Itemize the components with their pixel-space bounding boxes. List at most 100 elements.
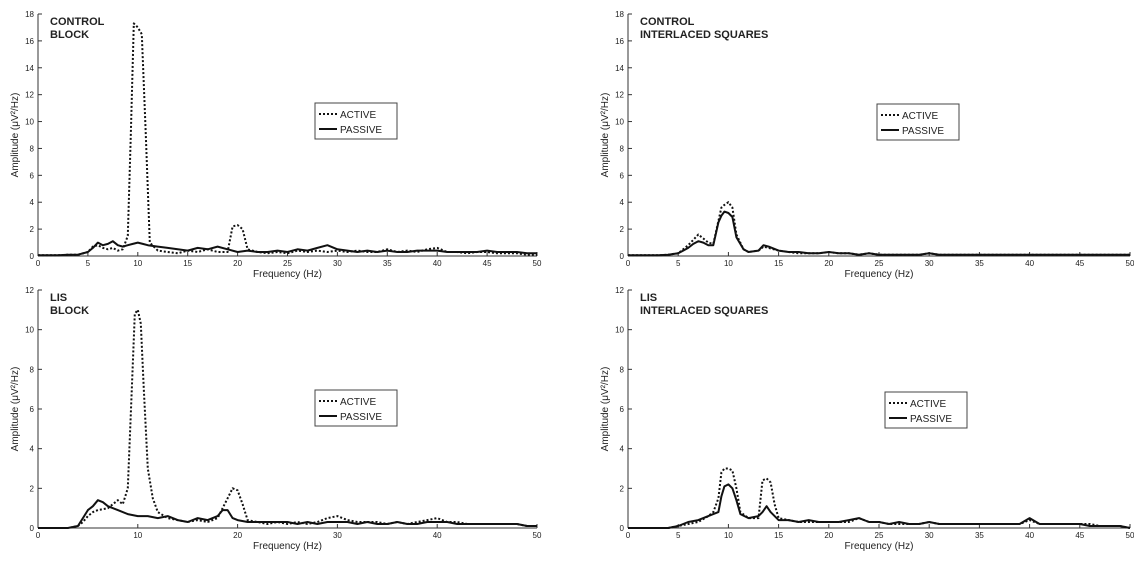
legend-label-passive: PASSIVE xyxy=(902,126,944,137)
legend-label-active: ACTIVE xyxy=(340,397,376,408)
series-line-active xyxy=(628,467,1131,529)
x-tick-label: 15 xyxy=(774,531,783,540)
legend-box xyxy=(314,389,398,427)
y-tick-label: 12 xyxy=(615,286,624,295)
y-tick-label: 8 xyxy=(30,144,35,153)
y-axis-label: Amplitude (μV²/Hz) xyxy=(10,367,21,452)
y-tick-label: 14 xyxy=(615,64,624,73)
y-tick-label: 0 xyxy=(30,524,35,533)
y-tick-label: 10 xyxy=(25,326,34,335)
legend-label-active: ACTIVE xyxy=(902,111,938,122)
x-tick-label: 10 xyxy=(133,259,142,268)
y-tick-label: 2 xyxy=(620,225,625,234)
panel-title-line: LIS xyxy=(640,292,657,304)
y-tick-label: 2 xyxy=(620,484,625,493)
panel-2: 0 2 4 6 8 10 12 14 16 18 0 5 10 15 20 25 30 35 40 45 50 Frequ… xyxy=(600,10,1134,280)
y-tick-label: 8 xyxy=(30,365,35,374)
x-tick-label: 45 xyxy=(1075,259,1084,268)
series-line-passive xyxy=(38,499,537,529)
y-axis-label: Amplitude (μV²/Hz) xyxy=(600,367,611,452)
x-tick-label: 30 xyxy=(333,259,342,268)
y-axis-label: Amplitude (μV²/Hz) xyxy=(10,93,21,178)
legend-label-passive: PASSIVE xyxy=(910,414,952,425)
legend-label-passive: PASSIVE xyxy=(340,412,382,423)
x-tick-label: 35 xyxy=(975,531,984,540)
series-line-active xyxy=(38,308,537,529)
series-line-passive xyxy=(628,483,1131,529)
x-tick-label: 10 xyxy=(724,531,733,540)
x-tick-label: 50 xyxy=(533,531,542,540)
panel-title-line: INTERLACED SQUARES xyxy=(640,29,768,41)
x-tick-label: 45 xyxy=(483,259,492,268)
y-tick-label: 8 xyxy=(620,365,625,374)
y-tick-label: 0 xyxy=(30,252,35,261)
y-tick-label: 6 xyxy=(30,405,35,414)
x-tick-label: 20 xyxy=(233,259,242,268)
y-tick-label: 2 xyxy=(30,225,35,234)
y-tick-label: 4 xyxy=(620,198,625,207)
x-tick-label: 0 xyxy=(36,259,41,268)
panel-1: 0 2 4 6 8 10 12 14 16 18 0 5 10 15 20 25 30 35 40 45 50 Frequ… xyxy=(10,10,542,280)
legend-box xyxy=(314,102,398,140)
x-axis-label: Frequency (Hz) xyxy=(253,541,322,552)
series-line-active xyxy=(38,22,537,257)
y-tick-label: 6 xyxy=(30,171,35,180)
y-tick-label: 14 xyxy=(25,64,34,73)
y-tick-label: 2 xyxy=(30,484,35,493)
x-tick-label: 10 xyxy=(724,259,733,268)
y-tick-label: 10 xyxy=(615,326,624,335)
legend-box xyxy=(884,391,968,429)
y-axis-label: Amplitude (μV²/Hz) xyxy=(600,93,611,178)
x-tick-label: 40 xyxy=(1025,259,1034,268)
panel-3: 0 2 4 6 8 10 12 0 10 20 30 40 50 Frequency (Hz) Amplit… xyxy=(10,286,542,552)
x-tick-label: 5 xyxy=(86,259,91,268)
x-tick-label: 25 xyxy=(875,531,884,540)
x-tick-label: 40 xyxy=(433,259,442,268)
panel-4: 0 2 4 6 8 10 12 0 5 10 15 20 25 30 35 40 45 50 Frequency (… xyxy=(600,286,1134,552)
y-tick-label: 16 xyxy=(25,37,34,46)
panel-title-line: BLOCK xyxy=(50,305,89,317)
y-tick-label: 16 xyxy=(615,37,624,46)
y-tick-label: 0 xyxy=(620,524,625,533)
y-tick-label: 12 xyxy=(25,91,34,100)
panel-title-line: CONTROL xyxy=(50,16,105,28)
x-tick-label: 0 xyxy=(36,531,41,540)
panel-title-line: LIS xyxy=(50,292,67,304)
x-tick-label: 15 xyxy=(774,259,783,268)
y-tick-label: 4 xyxy=(30,198,35,207)
y-tick-label: 6 xyxy=(620,171,625,180)
series-line-passive xyxy=(38,240,537,257)
x-tick-label: 35 xyxy=(975,259,984,268)
x-tick-label: 30 xyxy=(925,259,934,268)
x-tick-label: 35 xyxy=(383,259,392,268)
x-tick-label: 0 xyxy=(626,259,631,268)
x-tick-label: 25 xyxy=(283,259,292,268)
legend-box xyxy=(876,103,960,141)
x-tick-label: 40 xyxy=(433,531,442,540)
y-tick-label: 10 xyxy=(25,118,34,127)
x-tick-label: 20 xyxy=(824,259,833,268)
x-tick-label: 45 xyxy=(1075,531,1084,540)
x-tick-label: 5 xyxy=(676,259,681,268)
panel-title-line: BLOCK xyxy=(50,29,89,41)
y-tick-label: 18 xyxy=(25,10,34,19)
x-tick-label: 40 xyxy=(1025,531,1034,540)
x-tick-label: 5 xyxy=(676,531,681,540)
x-tick-label: 25 xyxy=(875,259,884,268)
x-tick-label: 0 xyxy=(626,531,631,540)
legend: ACTIVE PASSIVE xyxy=(314,102,398,140)
legend-label-active: ACTIVE xyxy=(340,110,376,121)
x-tick-label: 50 xyxy=(1126,531,1134,540)
y-tick-label: 18 xyxy=(615,10,624,19)
y-tick-label: 12 xyxy=(25,286,34,295)
y-tick-label: 8 xyxy=(620,144,625,153)
panel-title-line: INTERLACED SQUARES xyxy=(640,305,768,317)
legend-label-active: ACTIVE xyxy=(910,399,946,410)
y-tick-label: 6 xyxy=(620,405,625,414)
x-tick-label: 50 xyxy=(1126,259,1134,268)
x-tick-label: 20 xyxy=(824,531,833,540)
legend: ACTIVE PASSIVE xyxy=(876,103,960,141)
series-line-passive xyxy=(628,210,1130,257)
